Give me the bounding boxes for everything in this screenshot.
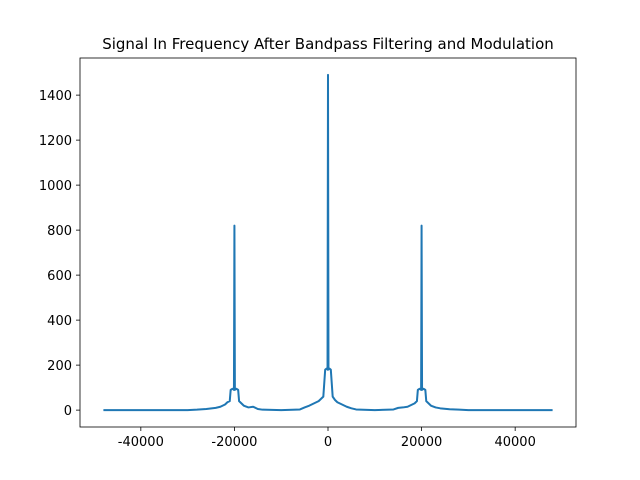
- y-tick-label: 800: [47, 224, 72, 239]
- y-tick-label: 1000: [39, 179, 72, 194]
- y-tick-label: 0: [64, 404, 72, 419]
- y-tick-label: 400: [47, 314, 72, 329]
- y-tick-label: 1400: [39, 89, 72, 104]
- line: [103, 73, 553, 412]
- x-tick-label: -40000: [118, 435, 164, 450]
- plot-frame: [79, 57, 577, 428]
- x-tick-label: 20000: [401, 435, 442, 450]
- chart-title: Signal In Frequency After Bandpass Filte…: [102, 35, 554, 53]
- y-tick-label: 600: [47, 269, 72, 284]
- x-tick-label: -20000: [211, 435, 257, 450]
- x-tick-label: 0: [324, 435, 332, 450]
- x-tick-label: 40000: [494, 435, 535, 450]
- y-tick-label: 200: [47, 359, 72, 374]
- y-tick-label: 1200: [39, 134, 72, 149]
